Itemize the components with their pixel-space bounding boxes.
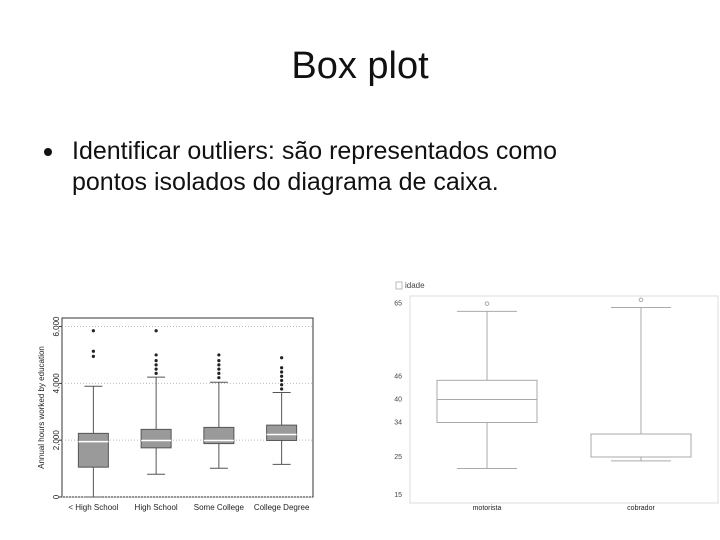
outlier xyxy=(154,371,158,376)
box xyxy=(203,426,235,445)
y-tick-label: 25 xyxy=(394,454,402,461)
outlier xyxy=(280,383,284,387)
outlier xyxy=(154,353,158,357)
outlier xyxy=(217,367,221,371)
y-tick-label: 65 xyxy=(394,301,402,308)
outlier xyxy=(484,301,490,306)
bullet-line: Identificar outliers: são representados … xyxy=(72,137,557,165)
outlier xyxy=(280,378,284,383)
box xyxy=(436,379,538,424)
bullet-line: pontos isolados do diagrama de caixa. xyxy=(72,168,499,196)
plot-frame xyxy=(61,317,314,498)
outlier xyxy=(91,329,95,333)
box xyxy=(266,424,298,441)
x-tick-label: motorista xyxy=(473,505,502,512)
outlier xyxy=(280,356,284,360)
outlier xyxy=(280,366,284,370)
x-tick-label: < High School xyxy=(68,503,118,512)
legend-icon xyxy=(395,281,403,290)
y-tick-label: 15 xyxy=(394,492,402,499)
bullet-dot xyxy=(44,148,52,156)
outlier xyxy=(280,387,284,391)
outlier xyxy=(217,371,221,376)
outlier xyxy=(154,359,158,363)
y-tick-label: 6,000 xyxy=(52,316,61,337)
x-tick-label: cobrador xyxy=(627,505,655,512)
outlier xyxy=(154,363,158,367)
y-axis-label: Annual hours worked by education xyxy=(37,346,46,469)
box xyxy=(140,428,172,449)
legend-label: idade xyxy=(405,281,425,290)
plot-frame xyxy=(409,295,719,504)
outlier xyxy=(638,297,644,303)
x-tick-label: Some College xyxy=(194,503,245,512)
outlier xyxy=(217,363,221,367)
y-tick-label: 40 xyxy=(394,396,402,403)
slide-title: Box plot xyxy=(291,45,429,87)
y-tick-label: 0 xyxy=(52,494,61,499)
x-tick-label: High School xyxy=(135,503,178,512)
outlier xyxy=(91,349,95,353)
outlier xyxy=(154,329,158,333)
outlier xyxy=(154,367,158,371)
outlier xyxy=(280,374,284,378)
box xyxy=(77,432,109,468)
y-tick-label: 2,000 xyxy=(52,430,61,451)
outlier xyxy=(91,354,95,358)
y-tick-label: 46 xyxy=(394,373,402,380)
bullet-text: Identificar outliers: são representados … xyxy=(72,137,557,196)
x-tick-label: College Degree xyxy=(254,503,310,512)
outlier xyxy=(217,353,221,357)
y-tick-label: 4,000 xyxy=(52,373,61,394)
y-tick-label: 34 xyxy=(394,419,402,426)
outlier xyxy=(217,359,221,363)
outlier xyxy=(280,370,284,374)
outlier xyxy=(217,376,221,380)
